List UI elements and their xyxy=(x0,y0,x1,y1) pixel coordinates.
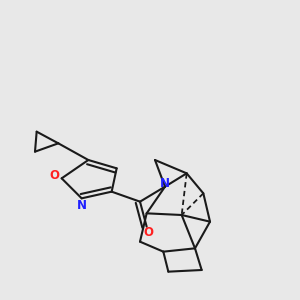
Text: N: N xyxy=(77,199,87,212)
Text: O: O xyxy=(49,169,59,182)
Text: O: O xyxy=(143,226,153,239)
Text: N: N xyxy=(160,177,170,190)
